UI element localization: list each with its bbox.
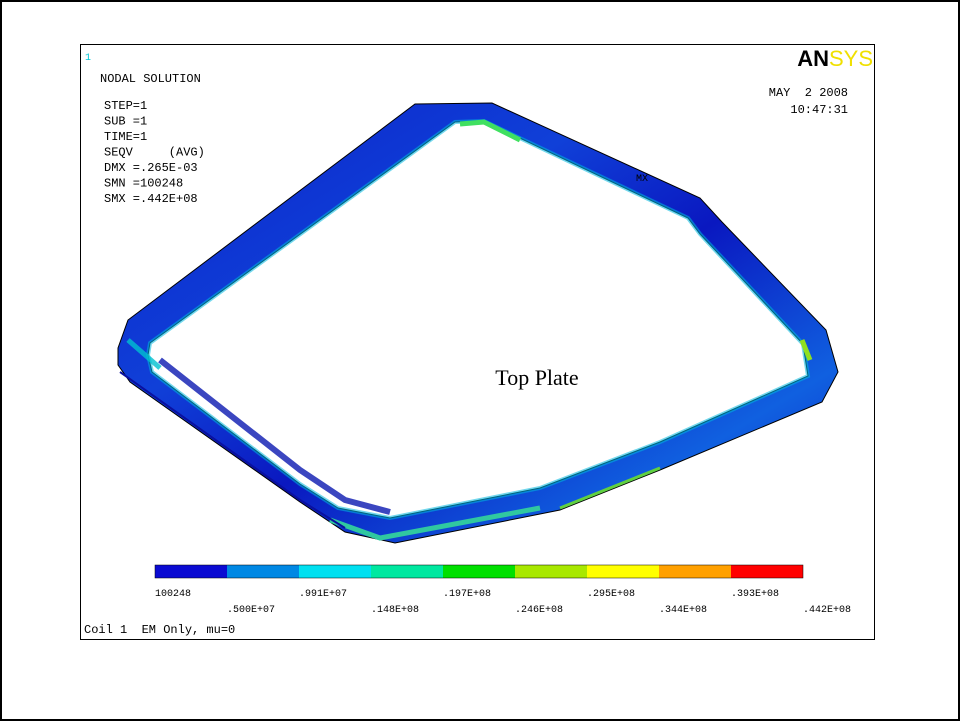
color-legend: 100248 .500E+07 .991E+07 .148E+08 .197E+08 .2… bbox=[154, 564, 851, 616]
info-line: SUB =1 bbox=[104, 115, 147, 129]
logo: ANSYS bbox=[797, 46, 873, 71]
legend-label: 100248 bbox=[155, 589, 191, 600]
legend-border bbox=[154, 564, 804, 579]
plot-window bbox=[80, 44, 875, 640]
legend-swatch bbox=[515, 565, 587, 578]
legend-swatch bbox=[731, 565, 803, 578]
legend-label: .500E+07 bbox=[227, 605, 275, 616]
stress-patch bbox=[126, 338, 162, 370]
legend-swatch bbox=[227, 565, 299, 578]
plot-title: NODAL SOLUTION bbox=[100, 72, 201, 86]
info-line: SMN =100248 bbox=[104, 177, 183, 191]
window-number: 1 bbox=[85, 53, 91, 64]
stress-patch bbox=[799, 339, 813, 361]
info-line: STEP=1 bbox=[104, 99, 147, 113]
plot-label: Top Plate bbox=[495, 365, 578, 390]
legend-label: .991E+07 bbox=[299, 589, 347, 600]
mx-marker: MX bbox=[636, 174, 648, 185]
legend-label: .393E+08 bbox=[731, 589, 779, 600]
date: MAY 2 2008 bbox=[769, 86, 848, 100]
legend-label: .442E+08 bbox=[803, 605, 851, 616]
legend-swatch bbox=[155, 565, 227, 578]
legend-swatch bbox=[371, 565, 443, 578]
legend-swatch bbox=[443, 565, 515, 578]
stress-patch bbox=[459, 119, 522, 143]
info-line: SEQV (AVG) bbox=[104, 146, 205, 160]
ring-side bbox=[119, 371, 346, 529]
legend-label: .344E+08 bbox=[659, 605, 707, 616]
time: 10:47:31 bbox=[790, 103, 848, 117]
logo-light: SYS bbox=[829, 46, 873, 71]
legend-label: .246E+08 bbox=[515, 605, 563, 616]
info-line: TIME=1 bbox=[104, 130, 147, 144]
footer: Coil 1 EM Only, mu=0 bbox=[84, 623, 235, 637]
info-line: SMX =.442E+08 bbox=[104, 192, 198, 206]
legend-label: .295E+08 bbox=[587, 589, 635, 600]
info-line: DMX =.265E-03 bbox=[104, 161, 198, 175]
legend-label: .148E+08 bbox=[371, 605, 419, 616]
stress-patch bbox=[559, 466, 661, 510]
stress-patch bbox=[329, 505, 541, 541]
legend-swatch bbox=[587, 565, 659, 578]
legend-label: .197E+08 bbox=[443, 589, 491, 600]
legend-swatch bbox=[659, 565, 731, 578]
ring-shade bbox=[158, 357, 391, 515]
logo-dark: AN bbox=[797, 46, 829, 71]
legend-swatch bbox=[299, 565, 371, 578]
